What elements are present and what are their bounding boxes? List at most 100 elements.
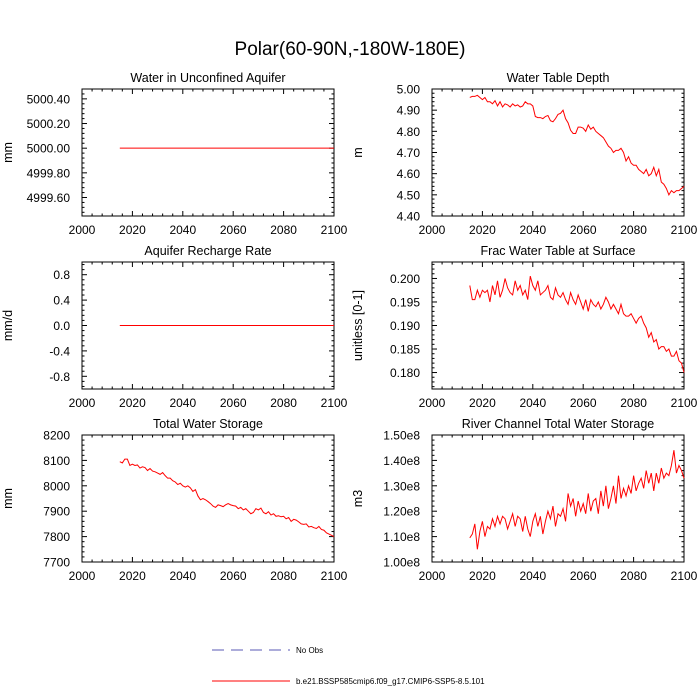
x-tick-label: 2020: [469, 223, 496, 237]
x-tick-label: 2040: [519, 396, 546, 410]
x-tick-label: 2100: [321, 223, 348, 237]
y-tick-label: 8100: [43, 454, 70, 468]
series-line: [469, 275, 685, 373]
x-tick-label: 2020: [469, 569, 496, 583]
y-tick-label: 1.40e8: [383, 454, 420, 468]
chart-panel-3: Aquifer Recharge Rate mm/d 2000 2020 2040 206…: [1, 244, 348, 410]
y-axis-label: mm: [1, 142, 15, 163]
chart-panel-4: Frac Water Table at Surface unitless [0-1…: [351, 244, 698, 410]
chart-title: Aquifer Recharge Rate: [144, 244, 271, 258]
series-line: [119, 458, 335, 538]
y-tick-label: 8200: [43, 429, 70, 443]
x-tick-label: 2060: [220, 569, 247, 583]
x-tick-label: 2020: [119, 396, 146, 410]
x-tick-label: 2080: [620, 569, 647, 583]
y-tick-label: -0.4: [49, 344, 70, 358]
y-tick-label: 1.50e8: [383, 429, 420, 443]
x-tick-label: 2060: [570, 569, 597, 583]
y-tick-label: 1.00e8: [383, 556, 420, 570]
y-axis-label: mm/d: [1, 310, 15, 341]
chart-title: River Channel Total Water Storage: [462, 417, 655, 431]
plot-frame: [431, 434, 685, 563]
x-tick-label: 2040: [169, 396, 196, 410]
plot-frame: [81, 88, 335, 217]
x-tick-label: 2100: [671, 396, 698, 410]
legend-label-no-obs: No Obs: [296, 646, 323, 655]
chart-title: Water Table Depth: [507, 71, 610, 85]
y-axis-label: mm: [1, 488, 15, 509]
x-tick-label: 2080: [620, 396, 647, 410]
x-tick-label: 2000: [69, 396, 96, 410]
y-tick-label: 4.80: [397, 125, 421, 139]
x-tick-label: 2080: [270, 569, 297, 583]
x-tick-label: 2000: [69, 223, 96, 237]
legend-label-model: b.e21.BSSP585cmip6.f09_g17.CMIP6-SSP5-8.…: [296, 677, 485, 686]
y-tick-label: 4.90: [397, 104, 421, 118]
chart-title: Frac Water Table at Surface: [481, 244, 636, 258]
y-tick-label: 7700: [43, 556, 70, 570]
y-tick-label: 0.4: [53, 294, 70, 308]
y-tick-label: 4.40: [397, 210, 421, 224]
y-tick-label: 0.0: [53, 319, 70, 333]
y-tick-label: 4.60: [397, 167, 421, 181]
series-line: [469, 94, 685, 196]
chart-title: Total Water Storage: [153, 417, 263, 431]
chart-panel-5: Total Water Storage mm 2000 2020 2040 2060 208…: [1, 417, 348, 583]
x-tick-label: 2000: [69, 569, 96, 583]
x-tick-label: 2000: [419, 223, 446, 237]
x-tick-label: 2080: [270, 223, 297, 237]
x-tick-label: 2040: [519, 569, 546, 583]
x-tick-label: 2020: [119, 223, 146, 237]
y-tick-label: 0.190: [390, 319, 420, 333]
y-axis-label: unitless [0-1]: [351, 290, 365, 361]
x-tick-label: 2060: [570, 396, 597, 410]
y-tick-label: 5.00: [397, 83, 421, 97]
x-tick-label: 2000: [419, 396, 446, 410]
x-tick-label: 2100: [671, 223, 698, 237]
x-tick-label: 2040: [169, 569, 196, 583]
y-tick-label: 0.200: [390, 272, 420, 286]
y-tick-label: 0.195: [390, 295, 420, 309]
y-tick-label: 5000.00: [27, 142, 71, 156]
x-tick-label: 2100: [671, 569, 698, 583]
y-axis-label: m: [351, 147, 365, 157]
y-tick-label: 1.10e8: [383, 530, 420, 544]
x-tick-label: 2060: [220, 223, 247, 237]
y-tick-label: 0.8: [53, 268, 70, 282]
y-tick-label: 4.50: [397, 188, 421, 202]
chart-panel-1: Water in Unconfined Aquifer mm 2000 2020 204…: [1, 71, 348, 237]
series-line: [469, 450, 685, 550]
plot-frame: [431, 261, 685, 390]
x-tick-label: 2100: [321, 569, 348, 583]
x-tick-label: 2040: [169, 223, 196, 237]
panels: Water in Unconfined Aquifer mm 2000 2020 204…: [1, 71, 698, 583]
plot-frame: [431, 88, 685, 217]
plot-frame: [81, 434, 335, 563]
x-tick-label: 2020: [119, 569, 146, 583]
y-tick-label: 4999.80: [27, 166, 71, 180]
x-tick-label: 2080: [270, 396, 297, 410]
y-tick-label: -0.8: [49, 370, 70, 384]
chart-panel-6: River Channel Total Water Storage m3 2000 2…: [351, 417, 698, 583]
y-tick-label: 1.20e8: [383, 505, 420, 519]
y-tick-label: 0.185: [390, 343, 420, 357]
figure-title: Polar(60-90N,-180W-180E): [235, 39, 466, 60]
x-tick-label: 2060: [570, 223, 597, 237]
y-tick-label: 0.180: [390, 366, 420, 380]
x-tick-label: 2100: [321, 396, 348, 410]
legend: No Obs b.e21.BSSP585cmip6.f09_g17.CMIP6-…: [212, 646, 485, 686]
chart-title: Water in Unconfined Aquifer: [130, 71, 285, 85]
y-tick-label: 5000.20: [27, 117, 71, 131]
y-tick-label: 4999.60: [27, 191, 71, 205]
y-tick-label: 8000: [43, 479, 70, 493]
y-tick-label: 1.30e8: [383, 479, 420, 493]
x-tick-label: 2060: [220, 396, 247, 410]
x-tick-label: 2000: [419, 569, 446, 583]
x-tick-label: 2040: [519, 223, 546, 237]
y-tick-label: 4.70: [397, 146, 421, 160]
x-tick-label: 2020: [469, 396, 496, 410]
x-tick-label: 2080: [620, 223, 647, 237]
y-tick-label: 5000.40: [27, 92, 71, 106]
y-tick-label: 7800: [43, 530, 70, 544]
